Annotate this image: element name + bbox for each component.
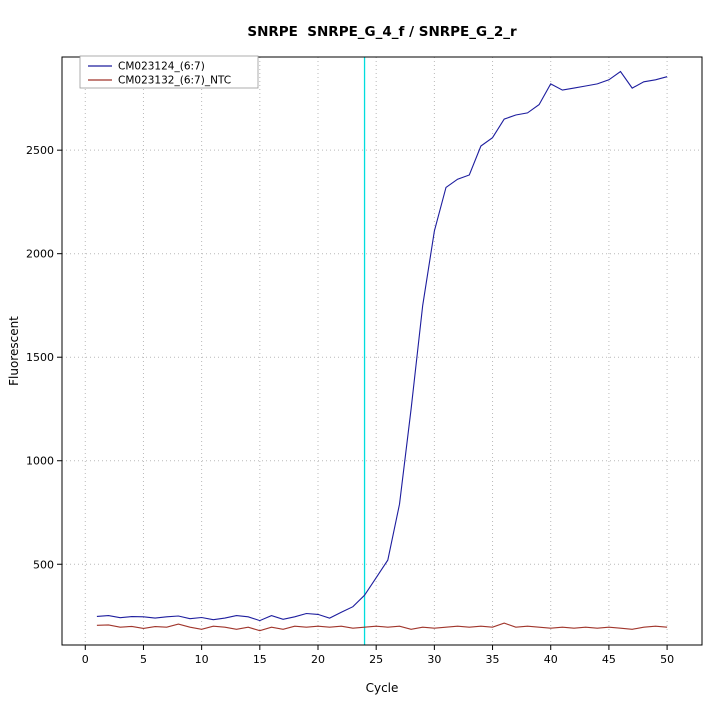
legend-label-1: CM023132_(6:7)_NTC: [118, 75, 231, 87]
x-tick-label: 50: [660, 653, 674, 666]
y-tick-label: 500: [33, 558, 54, 571]
plot-frame: [61, 56, 703, 646]
x-tick-label: 40: [544, 653, 558, 666]
y-tick-label: 2000: [26, 248, 54, 261]
x-tick-label: 5: [140, 653, 147, 666]
x-tick-label: 10: [195, 653, 209, 666]
x-tick-label: 15: [253, 653, 267, 666]
legend-box: [79, 55, 259, 89]
series-line-1: [96, 622, 668, 632]
x-tick-label: 30: [427, 653, 441, 666]
x-tick-label: 20: [311, 653, 325, 666]
y-tick-label: 1000: [26, 455, 54, 468]
y-tick-label: 1500: [26, 351, 54, 364]
x-tick-label: 25: [369, 653, 383, 666]
series-line-0: [96, 70, 668, 622]
x-tick-label: 0: [82, 653, 89, 666]
legend-label-0: CM023124_(6:7): [118, 61, 205, 73]
x-tick-label: 35: [486, 653, 500, 666]
x-tick-label: 45: [602, 653, 616, 666]
x-axis-label: Cycle: [365, 681, 399, 695]
chart-title: SNRPE SNRPE_G_4_f / SNRPE_G_2_r: [247, 24, 517, 40]
y-tick-label: 2500: [26, 144, 54, 157]
